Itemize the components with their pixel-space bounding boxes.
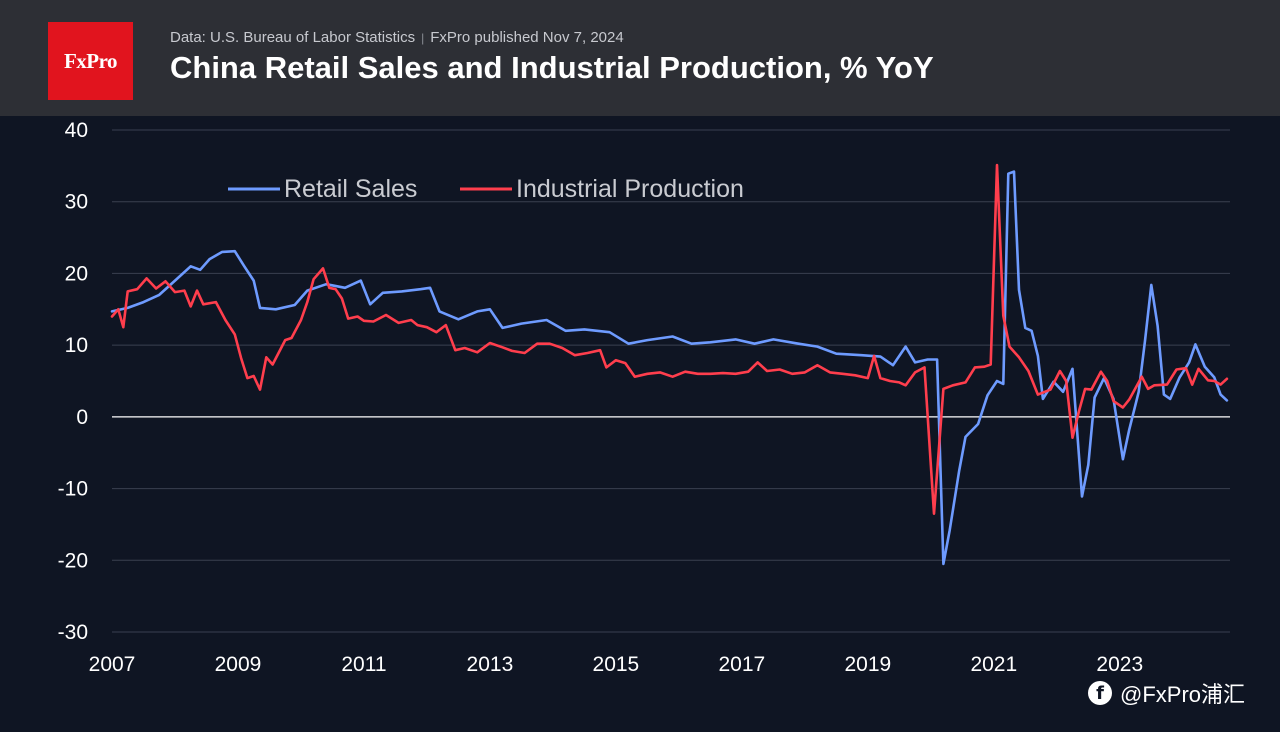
watermark-text: @FxPro浦汇 [1120,682,1246,707]
header-bar: FxPro Data: U.S. Bureau of Labor Statist… [0,0,1280,116]
y-tick-label: 40 [65,119,88,142]
fxpro-logo: FxPro [48,22,133,100]
y-tick-label: 0 [76,406,88,429]
x-tick-label: 2023 [1096,653,1143,676]
source-line: Data: U.S. Bureau of Labor Statistics | Fx… [170,29,624,46]
x-tick-label: 2019 [844,653,891,676]
data-source: Data: U.S. Bureau of Labor Statistics [170,29,416,46]
x-tick-label: 2013 [467,653,514,676]
chart-title: China Retail Sales and Industrial Produc… [170,50,934,85]
logo-text: FxPro [63,48,118,73]
x-tick-label: 2021 [970,653,1017,676]
x-tick-label: 2007 [89,653,136,676]
x-tick-label: 2015 [593,653,640,676]
meta-separator: | [421,31,425,45]
y-tick-label: 30 [65,191,88,214]
y-tick-label: 20 [65,262,88,285]
social-logo-icon: f [1088,681,1112,705]
series-line-industrial-production [110,163,1229,515]
legend-label: Retail Sales [284,175,417,203]
y-tick-label: -20 [58,549,88,572]
x-tick-label: 2011 [341,653,386,676]
x-tick-label: 2017 [718,653,765,676]
y-tick-label: 10 [65,334,88,357]
publish-info: FxPro published Nov 7, 2024 [430,29,624,46]
y-tick-label: -30 [58,621,88,644]
series-layer [110,163,1229,566]
y-tick-label: -10 [58,478,88,501]
series-line-retail-sales [110,170,1229,566]
legend: Retail Sales Industrial Production [228,175,744,203]
x-tick-label: 2009 [215,653,262,676]
watermark: f @FxPro浦汇 [1088,677,1245,709]
legend-label: Industrial Production [516,175,744,203]
